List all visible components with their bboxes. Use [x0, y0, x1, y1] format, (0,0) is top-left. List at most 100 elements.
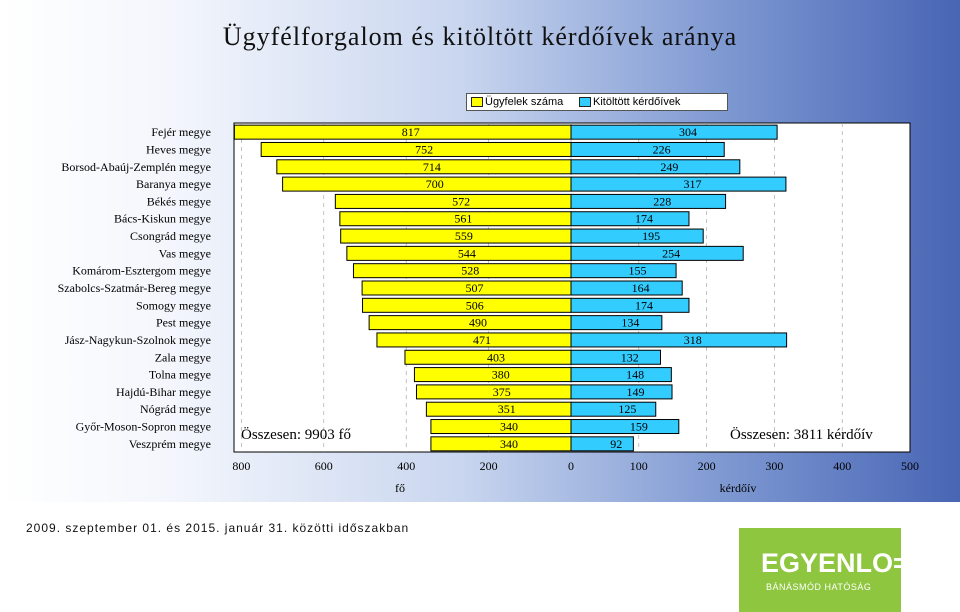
bar-label-surveys: 132 — [621, 350, 639, 364]
period-text: 2009. szeptember 01. és 2015. január 31.… — [26, 521, 410, 535]
category-label: Tolna megye — [149, 368, 211, 382]
axis-label-right: kérdőív — [720, 481, 757, 495]
bar-label-clients: 506 — [466, 298, 484, 312]
logo-subtitle: BÁNÁSMÓD HATÓSÁG — [766, 582, 872, 592]
bar-label-clients: 714 — [423, 160, 441, 174]
category-label: Bács-Kiskun megye — [114, 212, 211, 226]
tick-label-right: 100 — [630, 459, 648, 473]
bar-label-clients: 528 — [461, 264, 479, 278]
bar-surveys — [570, 193, 727, 209]
bar-surveys — [570, 176, 787, 192]
tick-label-left: 400 — [397, 459, 415, 473]
category-label: Veszprém megye — [129, 437, 211, 451]
bar-label-surveys: 249 — [660, 160, 678, 174]
bar-surveys — [570, 141, 725, 157]
bar-label-surveys: 148 — [626, 368, 644, 382]
bar-label-clients: 572 — [452, 194, 470, 208]
bar-surveys — [570, 315, 663, 331]
bar-surveys — [570, 384, 673, 400]
bar-label-clients: 490 — [469, 316, 487, 330]
bar-label-surveys: 125 — [618, 402, 636, 416]
legend: Ügyfelek száma Kitöltött kérdőívek — [466, 93, 728, 111]
bar-label-surveys: 228 — [653, 194, 671, 208]
bar-label-surveys: 226 — [653, 142, 671, 156]
bar-surveys — [570, 332, 788, 348]
bar-label-surveys: 195 — [642, 229, 660, 243]
footer: 2009. szeptember 01. és 2015. január 31.… — [0, 502, 960, 612]
category-label: Jász-Nagykun-Szolnok megye — [65, 333, 211, 347]
bar-label-clients: 544 — [458, 246, 476, 260]
category-label: Heves megye — [146, 142, 211, 156]
bar-label-clients: 817 — [402, 125, 420, 139]
bar-label-surveys: 149 — [627, 385, 645, 399]
bar-surveys — [570, 124, 778, 140]
bar-label-surveys: 254 — [662, 246, 680, 260]
bar-surveys — [570, 349, 661, 365]
bar-label-clients: 559 — [455, 229, 473, 243]
bar-label-clients: 700 — [426, 177, 444, 191]
category-label: Békés megye — [147, 194, 211, 208]
bar-label-surveys: 164 — [632, 281, 650, 295]
category-label: Baranya megye — [136, 177, 211, 191]
category-label: Zala megye — [155, 350, 211, 364]
tick-label-right: 400 — [833, 459, 851, 473]
category-label: Hajdú-Bihar megye — [116, 385, 211, 399]
bar-label-surveys: 174 — [635, 298, 653, 312]
bar-surveys — [570, 245, 744, 261]
axis-label-left: fő — [395, 481, 405, 495]
bar-surveys — [570, 159, 741, 175]
category-label: Győr-Moson-Sopron megye — [76, 420, 211, 434]
bar-label-surveys: 134 — [621, 316, 639, 330]
bar-label-clients: 471 — [473, 333, 491, 347]
bar-label-clients: 752 — [415, 142, 433, 156]
bar-surveys — [570, 263, 677, 279]
pyramid-chart: Fejér megye 817 304 Heves megye 752 226 Borsod… — [58, 122, 919, 495]
bar-surveys — [570, 280, 683, 296]
bar-label-surveys: 318 — [684, 333, 702, 347]
chart-title: Ügyfélforgalom és kitöltött kérdőívek ar… — [222, 22, 738, 51]
category-label: Vas megye — [159, 246, 211, 260]
legend-swatch-clients — [471, 97, 483, 107]
total-left: Összesen: 9903 fő — [241, 426, 351, 443]
bar-label-surveys: 92 — [610, 437, 622, 451]
legend-label-surveys: Kitöltött kérdőívek — [593, 96, 681, 108]
category-label: Fejér megye — [151, 125, 211, 139]
bar-surveys — [570, 367, 672, 383]
bar-label-clients: 351 — [498, 402, 516, 416]
bar-label-clients: 507 — [466, 281, 484, 295]
tick-label-left: 800 — [232, 459, 250, 473]
category-label: Pest megye — [156, 316, 211, 330]
bar-surveys — [570, 436, 634, 452]
bar-label-clients: 561 — [454, 212, 472, 226]
logo: EGYENLO= BÁNÁSMÓD HATÓSÁG — [739, 528, 909, 612]
bar-surveys — [570, 297, 690, 313]
category-label: Komárom-Esztergom megye — [72, 264, 211, 278]
tick-label-right: 500 — [901, 459, 919, 473]
bar-surveys — [570, 211, 690, 227]
bar-label-surveys: 304 — [679, 125, 697, 139]
bar-label-clients: 403 — [487, 350, 505, 364]
tick-label-left: 600 — [315, 459, 333, 473]
bar-label-surveys: 159 — [630, 420, 648, 434]
bar-label-surveys: 174 — [635, 212, 653, 226]
tick-label-left: 0 — [568, 459, 574, 473]
bar-label-clients: 380 — [492, 368, 510, 382]
category-label: Somogy megye — [136, 298, 211, 312]
bar-label-surveys: 155 — [629, 264, 647, 278]
bar-surveys — [570, 228, 704, 244]
bar-label-clients: 340 — [500, 437, 518, 451]
tick-label-right: 200 — [698, 459, 716, 473]
bar-surveys — [570, 419, 680, 435]
legend-label-clients: Ügyfelek száma — [485, 96, 564, 108]
logo-name: EGYENLO= — [761, 548, 909, 578]
category-label: Borsod-Abaúj-Zemplén megye — [61, 160, 211, 174]
tick-label-right: 300 — [765, 459, 783, 473]
bar-label-clients: 340 — [500, 420, 518, 434]
total-right: Összesen: 3811 kérdőív — [730, 426, 873, 443]
legend-swatch-surveys — [579, 97, 591, 107]
bar-label-surveys: 317 — [683, 177, 701, 191]
category-label: Nógrád megye — [140, 402, 211, 416]
bar-label-clients: 375 — [493, 385, 511, 399]
category-label: Csongrád megye — [130, 229, 211, 243]
bar-surveys — [570, 401, 657, 417]
